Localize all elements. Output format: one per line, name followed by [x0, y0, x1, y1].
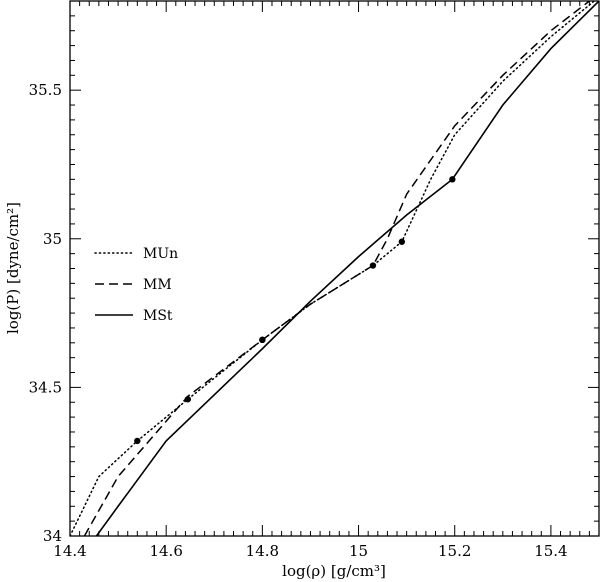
y-axis-title: log(P) [dyne/cm²] [4, 202, 22, 334]
y-tick-label: 34.5 [29, 378, 62, 396]
data-point-marker [259, 336, 266, 344]
legend-label-mst: MSt [143, 308, 173, 324]
legend-label-mun: MUn [143, 246, 178, 262]
axis-tick-labels: 14.4 14.6 14.8 15 15.2 15.4 34 34.5 35 35.5 [29, 81, 568, 560]
axis-ticks [69, 0, 600, 537]
legend: MUn MM MSt [94, 246, 178, 324]
x-tick-label: 14.4 [53, 542, 86, 560]
x-tick-label: 15.4 [534, 542, 567, 560]
series-markers [134, 176, 456, 445]
data-point-marker [398, 238, 406, 245]
x-tick-label: 14.8 [246, 542, 279, 560]
y-tick-label: 35.5 [29, 81, 62, 99]
series-line-mm [83, 1, 590, 536]
data-point-marker [134, 437, 141, 445]
plot-frame [69, 0, 600, 537]
data-point-marker [449, 176, 456, 183]
x-axis-title: log(ρ) [g/cm³] [282, 562, 386, 580]
x-tick-label: 14.6 [149, 542, 182, 560]
series-line-mun [70, 1, 595, 536]
x-tick-label: 15.2 [438, 542, 471, 560]
series-lines [70, 1, 599, 536]
y-tick-label: 34 [43, 527, 62, 545]
series-line-mst [95, 1, 599, 536]
data-point-marker [369, 262, 377, 269]
x-tick-label: 15 [349, 542, 368, 560]
y-tick-label: 35 [43, 230, 62, 248]
data-point-marker [184, 396, 192, 403]
legend-label-mm: MM [143, 277, 172, 293]
